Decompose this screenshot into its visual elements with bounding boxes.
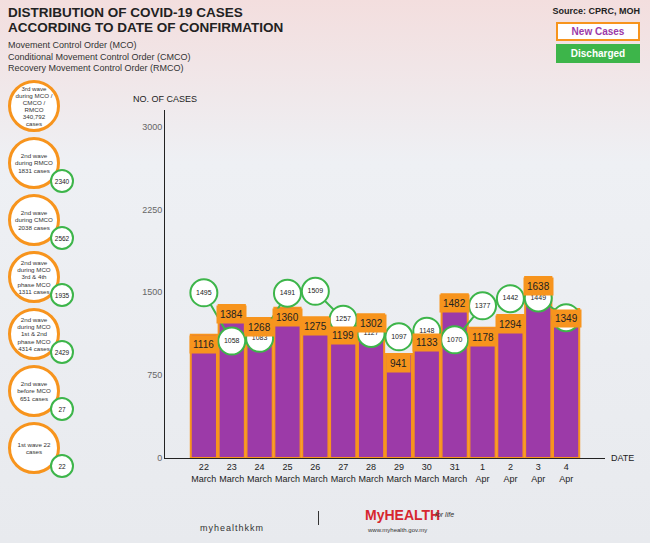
svg-text:26March: 26March <box>303 462 328 484</box>
html-text:1935: 1935 <box>54 291 70 299</box>
svg-text:1377: 1377 <box>475 302 491 309</box>
svg-text:3000: 3000 <box>142 122 162 132</box>
svg-text:1638: 1638 <box>527 281 550 292</box>
html-text:www.myhealth.gov.my: www.myhealth.gov.my <box>368 527 428 533</box>
html-text:Source: CPRC, MOH: Source: CPRC, MOH <box>552 6 640 16</box>
svg-text:1257: 1257 <box>335 315 351 322</box>
html-text:1st wave 22 cases: 1st wave 22 cases <box>17 440 51 455</box>
svg-text:3Apr: 3Apr <box>531 462 545 484</box>
html-text:2nd wave before MCO 651 cases: 2nd wave before MCO 651 cases <box>17 380 51 402</box>
svg-text:1384: 1384 <box>220 309 243 320</box>
svg-text:1491: 1491 <box>280 289 296 296</box>
svg-text:1360: 1360 <box>276 312 299 323</box>
svg-text:1116: 1116 <box>193 339 214 350</box>
html-text:27: 27 <box>58 405 66 413</box>
svg-text:1Apr: 1Apr <box>476 462 490 484</box>
html-text:2562: 2562 <box>54 234 70 242</box>
html-text:2429: 2429 <box>54 348 70 356</box>
svg-text:2250: 2250 <box>142 205 162 215</box>
html-text:MyHEALTH: MyHEALTH <box>365 507 441 523</box>
svg-text:1133: 1133 <box>416 337 438 348</box>
svg-text:1070: 1070 <box>447 336 463 343</box>
html-text:3rd wave during MCO / CMCO / R: 3rd wave during MCO / CMCO / RMCO 340,79… <box>15 84 53 128</box>
svg-text:1302: 1302 <box>360 318 383 329</box>
html-text:Movement Control Order (MCO): Movement Control Order (MCO) <box>8 40 137 50</box>
svg-text:27March: 27March <box>331 462 356 484</box>
svg-text:2Apr: 2Apr <box>503 462 517 484</box>
svg-text:DATE: DATE <box>611 453 634 463</box>
svg-text:24March: 24March <box>247 462 272 484</box>
html-text:2nd wave during MCO 1st & 2nd: 2nd wave during MCO 1st & 2nd phase MCO … <box>17 316 51 352</box>
html-text:Discharged: Discharged <box>570 48 626 59</box>
svg-text:1294: 1294 <box>499 319 522 330</box>
svg-text:30March: 30March <box>414 462 439 484</box>
html-text:2nd wave during RMCO 1831 case: 2nd wave during RMCO 1831 cases <box>15 152 53 174</box>
html-text:2nd wave during MCO 3rd & 4th: 2nd wave during MCO 3rd & 4th phase MCO … <box>17 259 51 295</box>
svg-text:1270: 1270 <box>558 313 574 320</box>
svg-text:1442: 1442 <box>503 294 519 301</box>
svg-text:31March: 31March <box>442 462 467 484</box>
svg-text:25March: 25March <box>275 462 300 484</box>
html-text:Recovery Movement Control Orde: Recovery Movement Control Order (RMCO) <box>8 63 184 74</box>
svg-text:1275: 1275 <box>304 321 327 332</box>
svg-text:1509: 1509 <box>308 287 324 294</box>
svg-text:1148: 1148 <box>419 327 434 334</box>
svg-text:1500: 1500 <box>142 287 162 297</box>
svg-text:29March: 29March <box>386 462 411 484</box>
html-text:2nd wave during CMCO 2038 case: 2nd wave during CMCO 2038 cases <box>15 209 53 231</box>
svg-text:1268: 1268 <box>248 322 271 333</box>
svg-text:4Apr: 4Apr <box>559 462 573 484</box>
svg-text:23March: 23March <box>219 462 244 484</box>
svg-text:1349: 1349 <box>555 313 578 324</box>
svg-text:750: 750 <box>147 370 162 380</box>
html-text:22: 22 <box>58 462 66 470</box>
html-text:New Cases: New Cases <box>571 26 625 37</box>
svg-text:1097: 1097 <box>391 333 407 340</box>
html-text:DISTRIBUTION OF COVID-19 CASES: DISTRIBUTION OF COVID-19 CASES ACCORDING… <box>8 5 284 35</box>
svg-text:0: 0 <box>157 453 162 463</box>
svg-text:22March: 22March <box>191 462 216 484</box>
svg-text:1083: 1083 <box>252 334 268 341</box>
svg-text:1178: 1178 <box>472 332 494 343</box>
svg-text:1449: 1449 <box>530 294 546 301</box>
svg-text:1058: 1058 <box>224 337 240 344</box>
svg-text:NO. OF CASES: NO. OF CASES <box>133 94 197 104</box>
html-text:Conditional Movement Control O: Conditional Movement Control Order (CMCO… <box>8 51 191 62</box>
svg-text:1482: 1482 <box>443 298 466 309</box>
html-text:myhealthkkm: myhealthkkm <box>200 523 264 533</box>
html-text:2340: 2340 <box>54 177 70 185</box>
svg-text:1199: 1199 <box>332 330 354 341</box>
svg-text:1127: 1127 <box>364 329 379 336</box>
svg-text:941: 941 <box>390 358 407 369</box>
svg-text:28March: 28March <box>359 462 384 484</box>
html-text:for life: for life <box>435 511 455 518</box>
svg-text:1495: 1495 <box>196 289 212 296</box>
